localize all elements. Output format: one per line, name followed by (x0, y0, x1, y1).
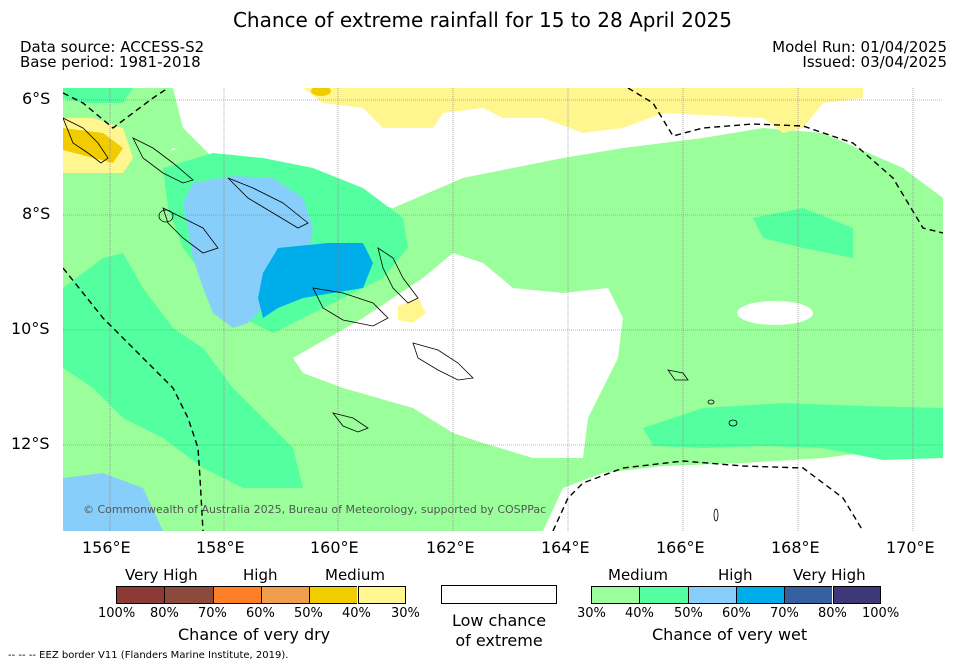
dry-swatch-3 (260, 586, 310, 604)
wet-cat-very-high: Very High (793, 566, 866, 584)
lon-label-162e: 162°E (426, 538, 475, 557)
lon-label-160e: 160°E (310, 538, 359, 557)
high-wet-band-west (63, 253, 303, 488)
wet-cat-medium: Medium (608, 566, 668, 584)
lat-label-12s: 12°S (11, 434, 50, 453)
map-title: Chance of extreme rainfall for 15 to 28 … (232, 8, 733, 32)
wet-swatch-4 (784, 586, 833, 604)
issued-date-text: Issued: 03/04/2025 (802, 53, 947, 71)
dry-tick-50: 50% (294, 606, 323, 621)
lat-label-6s: 6°S (22, 89, 51, 108)
guadalcanal-island (312, 287, 389, 327)
rennell-island (331, 412, 369, 433)
lat-label-10s: 10°S (11, 319, 50, 338)
dry-swatch-1 (164, 586, 213, 604)
wet-tick-30: 30% (577, 606, 606, 621)
dry-tick-60: 60% (246, 606, 275, 621)
dry-cat-medium: Medium (325, 566, 385, 584)
copyright-text: © Commonwealth of Australia 2025, Bureau… (83, 503, 547, 516)
small-island-2 (707, 399, 715, 405)
lon-label-158e: 158°E (196, 538, 245, 557)
lon-label-156e: 156°E (82, 538, 131, 557)
small-island-1 (728, 419, 738, 427)
rainfall-map (63, 88, 943, 531)
small-island-4 (713, 508, 719, 522)
wet-swatch-1 (639, 586, 688, 604)
dry-swatch-0 (116, 586, 165, 604)
high-wet-lightblue-sw (63, 473, 163, 531)
wet-cat-high: High (718, 566, 753, 584)
low-chance-label-line2: of extreme (455, 631, 543, 650)
wet-tick-60: 60% (722, 606, 751, 621)
wet-tick-80: 80% (818, 606, 847, 621)
dry-swatch-2 (212, 586, 261, 604)
lon-label-170e: 170°E (886, 538, 935, 557)
base-period-text: Base period: 1981-2018 (20, 53, 201, 71)
low-chance-label-line1: Low chance (451, 611, 547, 630)
lat-label-8s: 8°S (22, 204, 51, 223)
low-chance-southeast (543, 453, 943, 531)
lon-label-166e: 166°E (656, 538, 705, 557)
dry-swatch-5 (357, 586, 406, 604)
high-wet-band-northwest (63, 88, 133, 103)
dry-tick-70: 70% (198, 606, 227, 621)
wet-swatch-2 (687, 586, 736, 604)
graticule (63, 88, 943, 531)
dry-high-north-dot (311, 88, 331, 96)
wet-swatch-5 (832, 586, 881, 604)
data-source-text: Data source: ACCESS-S2 (20, 38, 205, 56)
dry-high-west (63, 128, 123, 163)
wet-tick-50: 50% (674, 606, 703, 621)
wet-caption: Chance of very wet (652, 625, 808, 644)
low-chance-east-patch (737, 301, 813, 325)
dry-cat-high: High (243, 566, 278, 584)
dry-tick-30: 30% (391, 606, 420, 621)
dry-tick-100: 100% (98, 606, 136, 621)
coastlines (63, 117, 738, 522)
dry-tick-80: 80% (150, 606, 179, 621)
eez-note: -- -- -- EEZ border V11 (Flanders Marine… (8, 650, 289, 661)
lon-label-168e: 168°E (771, 538, 820, 557)
eez-border (63, 88, 943, 531)
choiseul-island (132, 137, 194, 184)
low-chance-central (293, 253, 623, 458)
bougainville-island (63, 117, 109, 164)
new-georgia-islands (162, 207, 219, 254)
makira-island (412, 342, 474, 381)
santa-isabel-island (227, 177, 309, 229)
malaita-island (377, 247, 419, 304)
lon-label-164e: 164°E (541, 538, 590, 557)
wet-tick-70: 70% (770, 606, 799, 621)
wet-swatch-0 (591, 586, 640, 604)
dry-caption: Chance of very dry (178, 625, 331, 644)
very-high-wet-blue (258, 243, 373, 318)
temotu-island (667, 369, 689, 381)
wet-swatch-3 (735, 586, 785, 604)
model-run-text: Model Run: 01/04/2025 (772, 38, 947, 56)
high-wet-band-east (753, 208, 853, 258)
wet-tick-100: 100% (862, 606, 900, 621)
high-wet-band-southeast (643, 403, 943, 460)
dry-medium-north (303, 88, 863, 133)
low-chance-swatch (441, 585, 557, 604)
dry-tick-40: 40% (342, 606, 371, 621)
dry-cat-very-high: Very High (125, 566, 198, 584)
dry-swatch-4 (309, 586, 358, 604)
wet-tick-40: 40% (625, 606, 654, 621)
small-island-3 (158, 209, 174, 223)
dry-medium-small (398, 298, 426, 323)
